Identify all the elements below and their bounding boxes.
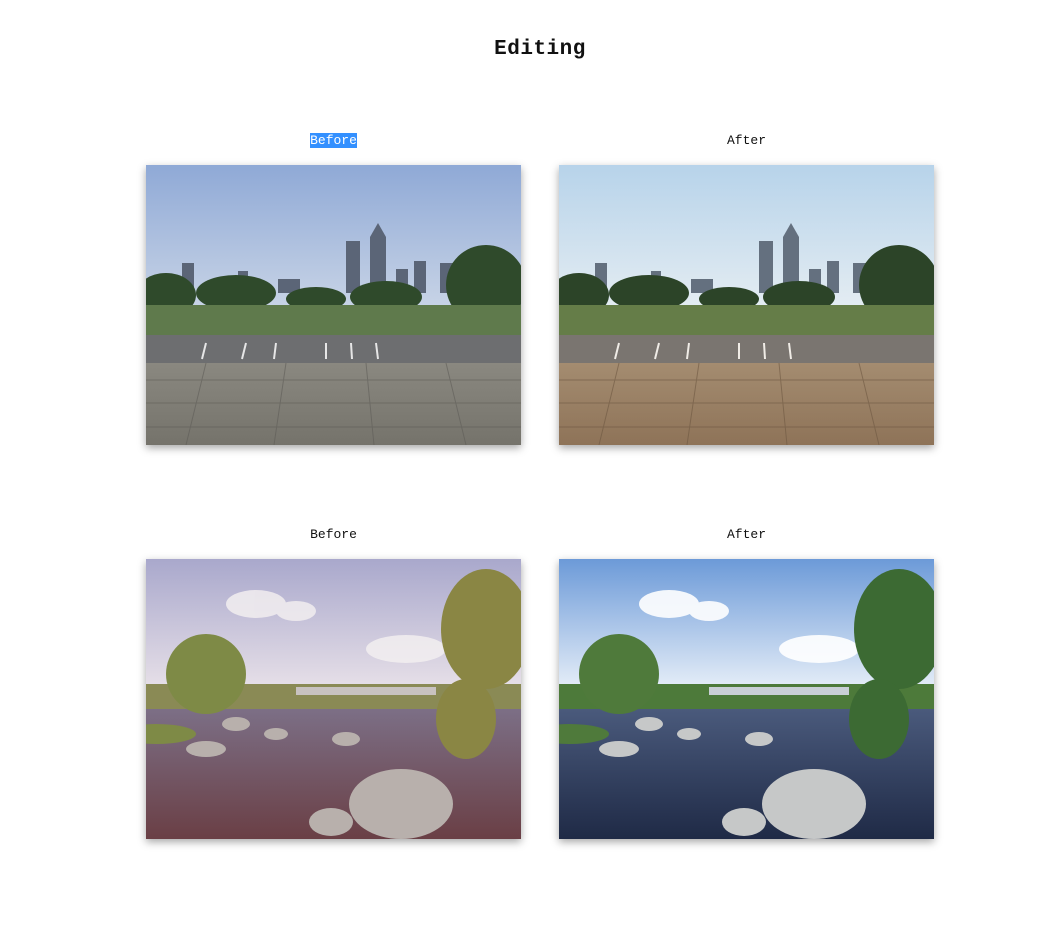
after-caption: After xyxy=(726,527,766,542)
before-caption: Before xyxy=(310,527,357,542)
after-caption: After xyxy=(726,133,766,148)
before-label-selected: Before xyxy=(310,133,357,148)
before-image-city xyxy=(146,165,521,445)
before-caption: Before xyxy=(146,133,521,148)
after-image-river xyxy=(559,559,934,839)
before-image-river xyxy=(146,559,521,839)
after-image-city xyxy=(559,165,934,445)
page-title: Editing xyxy=(494,38,586,62)
